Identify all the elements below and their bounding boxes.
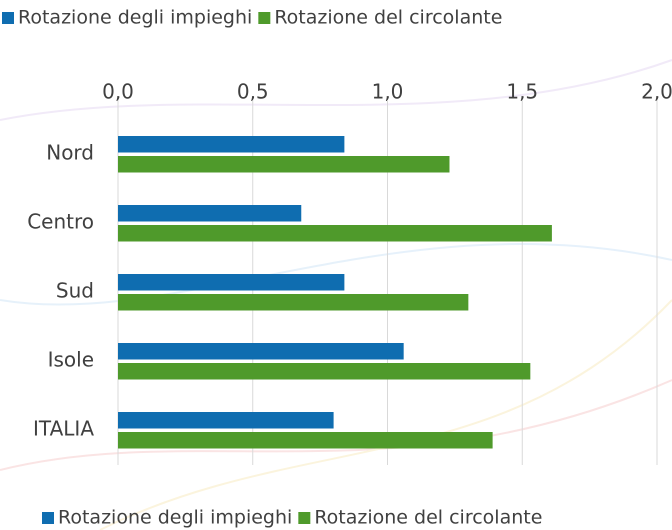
- y-tick-label: Centro: [27, 210, 94, 234]
- legend-swatch: [258, 12, 271, 24]
- legend-label: Rotazione del circolante: [314, 507, 542, 529]
- legend-label: Rotazione degli impieghi: [18, 7, 252, 29]
- bar: [118, 294, 469, 311]
- bar: [118, 363, 531, 380]
- bar: [118, 274, 345, 291]
- y-tick-label: ITALIA: [33, 417, 94, 441]
- bar: [118, 432, 493, 449]
- legend-label: Rotazione degli impieghi: [58, 507, 292, 529]
- y-tick-label: Isole: [48, 348, 94, 372]
- bar: [118, 205, 302, 222]
- bar: [118, 136, 345, 153]
- legend-swatch: [42, 512, 54, 524]
- bar: [118, 156, 450, 173]
- y-tick-label: Nord: [46, 141, 94, 165]
- bar: [118, 225, 552, 242]
- x-tick-label: 1,5: [506, 80, 538, 104]
- x-tick-label: 1,0: [372, 80, 404, 104]
- legend-label: Rotazione del circolante: [274, 7, 502, 29]
- bar: [118, 412, 334, 429]
- legend-swatch: [2, 12, 14, 24]
- x-tick-label: 2,0: [641, 80, 672, 104]
- x-tick-label: 0,0: [102, 80, 134, 104]
- y-tick-label: Sud: [56, 279, 94, 303]
- legend-swatch: [298, 512, 311, 524]
- x-tick-label: 0,5: [237, 80, 269, 104]
- bar: [118, 343, 404, 360]
